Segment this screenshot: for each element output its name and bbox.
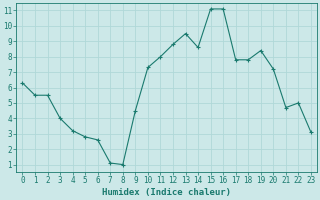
X-axis label: Humidex (Indice chaleur): Humidex (Indice chaleur) bbox=[102, 188, 231, 197]
